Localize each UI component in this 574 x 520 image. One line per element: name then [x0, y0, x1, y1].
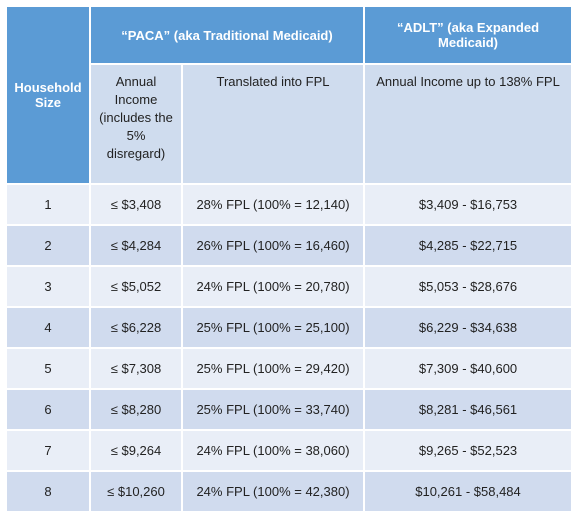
data-cell: 25% FPL (100% = 33,740) [180, 388, 366, 431]
data-cell: ≤ $3,408 [89, 183, 183, 226]
header-cell: “PACA” (aka Traditional Medicaid) [88, 5, 366, 65]
data-cell: $3,409 - $16,753 [363, 183, 574, 226]
header-cell: Household Size [5, 5, 91, 185]
data-cell: $4,285 - $22,715 [363, 224, 574, 267]
data-row: 8 ≤ $10,260 24% FPL (100% = 42,380) $10,261… [5, 470, 574, 513]
data-cell: $6,229 - $34,638 [363, 306, 574, 349]
header-row: Household Size “PACA” (aka Traditional M… [5, 5, 574, 185]
data-cell: 6 [5, 388, 91, 431]
data-row: 5 ≤ $7,308 25% FPL (100% = 29,420) $7,309 -… [5, 347, 574, 390]
data-row: 7 ≤ $9,264 24% FPL (100% = 38,060) $9,265 -… [5, 429, 574, 472]
data-cell: ≤ $7,308 [89, 347, 183, 390]
data-cell: ≤ $10,260 [89, 470, 183, 513]
subheader-cell: Annual Income (includes the 5% disregard… [89, 63, 183, 185]
data-cell: ≤ $6,228 [89, 306, 183, 349]
data-cell: 25% FPL (100% = 25,100) [180, 306, 366, 349]
data-cell: $7,309 - $40,600 [363, 347, 574, 390]
data-row: 4 ≤ $6,228 25% FPL (100% = 25,100) $6,229 -… [5, 306, 574, 349]
data-cell: 3 [5, 265, 91, 308]
header-cell: “ADLT” (aka Expanded Medicaid) [363, 5, 574, 65]
data-row: 1 ≤ $3,408 28% FPL (100% = 12,140) $3,409 -… [5, 183, 574, 226]
data-row: 2 ≤ $4,284 26% FPL (100% = 16,460) $4,285 -… [5, 224, 574, 267]
subheader-cell: Translated into FPL [180, 63, 366, 185]
data-cell: $9,265 - $52,523 [363, 429, 574, 472]
data-cell: 5 [5, 347, 91, 390]
data-cell: 25% FPL (100% = 29,420) [180, 347, 366, 390]
data-cell: ≤ $8,280 [89, 388, 183, 431]
data-row: 6 ≤ $8,280 25% FPL (100% = 33,740) $8,281 -… [5, 388, 574, 431]
data-cell: ≤ $5,052 [89, 265, 183, 308]
data-cell: $8,281 - $46,561 [363, 388, 574, 431]
data-cell: 26% FPL (100% = 16,460) [180, 224, 366, 267]
data-cell: ≤ $9,264 [89, 429, 183, 472]
data-cell: 24% FPL (100% = 38,060) [180, 429, 366, 472]
data-cell: 7 [5, 429, 91, 472]
data-cell: 24% FPL (100% = 42,380) [180, 470, 366, 513]
data-cell: 8 [5, 470, 91, 513]
data-cell: 24% FPL (100% = 20,780) [180, 265, 366, 308]
data-cell: $5,053 - $28,676 [363, 265, 574, 308]
subheader-cell: Annual Income up to 138% FPL [363, 63, 574, 185]
data-cell: 4 [5, 306, 91, 349]
table-body: Household Size “PACA” (aka Traditional M… [5, 5, 574, 513]
data-cell: 2 [5, 224, 91, 267]
data-cell: 1 [5, 183, 91, 226]
medicaid-table: Household Size “PACA” (aka Traditional M… [5, 5, 574, 513]
data-cell: ≤ $4,284 [89, 224, 183, 267]
data-row: 3 ≤ $5,052 24% FPL (100% = 20,780) $5,053 -… [5, 265, 574, 308]
subheader-row: Annual Income (includes the 5% disregard… [6, 63, 574, 185]
data-cell: $10,261 - $58,484 [363, 470, 574, 513]
data-cell: 28% FPL (100% = 12,140) [180, 183, 366, 226]
